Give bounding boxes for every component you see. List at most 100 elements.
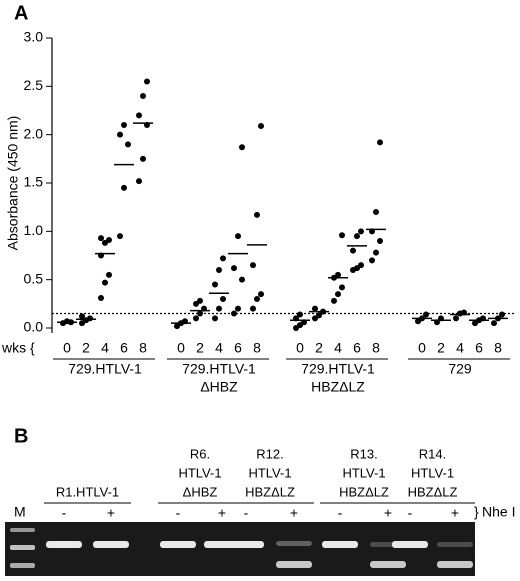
sample-label: HTLV-1 [178,465,221,480]
data-point [358,228,364,235]
data-point [231,310,237,317]
lane-minus: - [338,505,343,521]
enzyme-label: Nhe I [482,504,515,520]
panel-label: A [14,2,28,24]
data-point [140,93,146,99]
data-point [423,311,429,318]
x-tick-label: 4 [215,340,223,356]
x-tick-label: 6 [234,340,242,356]
y-tick-label: 3.0 [24,29,44,45]
data-point [121,184,127,191]
lane-plus: + [451,505,459,521]
data-point [377,139,383,146]
lane-minus: - [408,505,413,521]
data-point [216,305,222,312]
data-point [358,262,364,269]
lane-minus: - [244,505,249,521]
data-point [335,271,341,278]
data-point [250,305,256,312]
group-label: ΔHBZ [200,379,238,395]
x-tick-label: 6 [475,340,483,356]
x-tick-label: 4 [334,340,342,356]
data-point [117,233,123,240]
brace: { [30,340,35,356]
data-point [98,295,104,302]
data-point [335,291,341,298]
sample-label: R1.HTLV-1 [56,484,119,499]
data-point [144,78,150,85]
sample-label: HTLV-1 [342,465,385,480]
data-point [231,265,237,272]
lane-plus: + [107,505,115,521]
x-tick-label: 0 [177,340,185,356]
data-point [117,131,123,138]
x-tick-label: 4 [101,340,109,356]
data-point [373,209,379,215]
x-tick-label: 0 [418,340,426,356]
gel [5,522,475,576]
panel-label: B [14,425,28,447]
sample-label: R12. [256,446,283,461]
data-point [239,144,245,151]
group-label: 729.HTLV-1 [301,361,375,377]
lane-minus: - [176,505,181,521]
x-tick-label: 8 [372,340,380,356]
data-point [377,238,383,244]
data-point [239,276,245,283]
sample-label: R13. [350,446,377,461]
y-tick-label: 0.5 [24,270,44,286]
data-point [339,232,345,239]
x-tick-label: 2 [315,340,323,356]
sample-label: R6. [190,446,210,461]
y-tick-label: 2.5 [24,77,44,93]
x-tick-label: 2 [196,340,204,356]
sample-label: HTLV-1 [411,465,454,480]
data-point [212,315,218,322]
data-point [369,257,375,264]
data-point [193,315,199,322]
data-point [98,235,104,242]
data-point [106,237,112,244]
data-point [354,233,360,240]
x-tick-label: 4 [456,340,464,356]
group-label: 729 [448,361,472,377]
data-point [312,305,318,312]
marker-label: M [14,504,26,520]
lane-plus: + [290,505,298,521]
group-label: 729.HTLV-1 [182,361,256,377]
data-point [197,297,203,304]
sample-label: HBZΔLZ [339,484,389,499]
x-tick-label: 8 [494,340,502,356]
sample-label: ΔHBZ [183,484,218,499]
data-point [250,262,256,269]
data-point [258,122,264,129]
x-tick-label: 8 [139,340,147,356]
x-tick-label: 0 [296,340,304,356]
x-tick-label: 0 [63,340,71,356]
sample-label: HTLV-1 [248,465,291,480]
data-point [331,297,337,304]
data-point [140,155,146,162]
group-label: HBZΔLZ [311,379,365,395]
data-point [297,311,303,318]
data-point [197,310,203,317]
data-point [373,249,379,256]
data-point [339,284,345,291]
lane-plus: + [384,505,392,521]
sample-label: R14. [419,446,446,461]
x-tick-label: 2 [437,340,445,356]
data-point [254,296,260,302]
data-point [220,296,226,302]
y-tick-label: 1.0 [24,222,44,238]
group-label: 729.HTLV-1 [68,361,142,377]
data-point [453,315,459,322]
x-tick-label: 6 [353,340,361,356]
x-tick-label: 6 [120,340,128,356]
brace: } [474,504,479,520]
data-point [136,178,142,185]
gel-bands [10,528,473,568]
data-point [254,211,260,218]
y-tick-label: 1.5 [24,174,44,190]
data-point [106,271,112,278]
